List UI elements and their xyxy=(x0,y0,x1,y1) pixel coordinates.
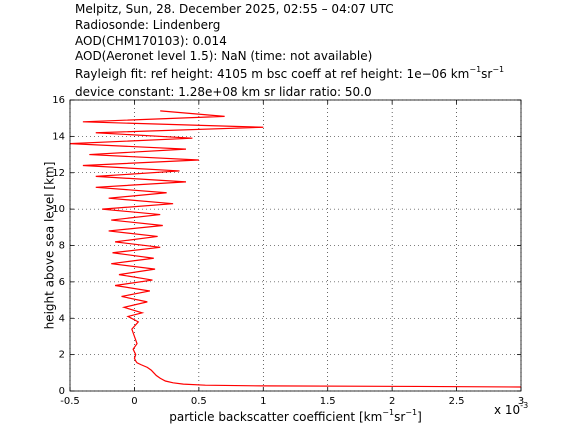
y-tick-label: 12 xyxy=(52,168,65,179)
title-line-part: AOD(CHM170103): 0.014 xyxy=(75,34,227,48)
y-axis-label: height above sea level [km] xyxy=(43,162,57,330)
y-tick-label: 6 xyxy=(59,277,65,288)
x-axis-label-part: −1 xyxy=(405,408,417,417)
profile-line xyxy=(69,110,522,388)
y-tick-label: 16 xyxy=(52,95,65,106)
title-line-part: device constant: 1.28e+08 km sr lidar ra… xyxy=(75,85,372,99)
title-line: Rayleigh fit: ref height: 4105 m bsc coe… xyxy=(75,65,504,81)
title-line: Melpitz, Sun, 28. December 2025, 02:55 –… xyxy=(75,2,394,16)
x-axis-label: particle backscatter coefficient [km−1sr… xyxy=(169,408,422,424)
title-line: AOD(Aeronet level 1.5): NaN (time: not a… xyxy=(75,49,372,63)
x-multiplier: x 10-3 xyxy=(494,401,528,417)
title-line-part: Melpitz, Sun, 28. December 2025, 02:55 –… xyxy=(75,2,394,16)
y-tick-label: 0 xyxy=(59,386,65,397)
x-axis-label-part: −1 xyxy=(382,408,394,417)
title-line: device constant: 1.28e+08 km sr lidar ra… xyxy=(75,85,372,99)
x-tick-label: 3 xyxy=(518,396,524,407)
plot-frame xyxy=(69,99,522,392)
x-tick-label: -0.5 xyxy=(60,396,80,407)
title-line-part: sr xyxy=(481,67,492,81)
x-axis-label-part: particle backscatter coefficient [km xyxy=(169,410,382,424)
x-tick-label: 0 xyxy=(131,396,137,407)
y-tick-label: 4 xyxy=(59,313,65,324)
x-tick-label: 1 xyxy=(260,396,266,407)
title-line-part: −1 xyxy=(492,65,504,74)
x-tick-label: 2.5 xyxy=(449,396,465,407)
title-line-part: −1 xyxy=(469,65,481,74)
title-line-part: Rayleigh fit: ref height: 4105 m bsc coe… xyxy=(75,67,469,81)
x-tick-label: 2 xyxy=(389,396,395,407)
x-multiplier-part: x 10 xyxy=(494,403,520,417)
x-axis-label-part: sr xyxy=(394,410,405,424)
x-tick-label: 0.5 xyxy=(191,396,207,407)
title-line: AOD(CHM170103): 0.014 xyxy=(75,34,227,48)
y-tick-label: 8 xyxy=(59,241,65,252)
y-tick-label: 10 xyxy=(52,204,65,215)
title-line-part: Radiosonde: Lindenberg xyxy=(75,18,220,32)
y-tick-label: 2 xyxy=(59,350,65,361)
x-multiplier-part: -3 xyxy=(520,401,528,410)
x-tick-label: 1.5 xyxy=(320,396,336,407)
y-tick-label: 14 xyxy=(52,131,65,142)
title-line-part: AOD(Aeronet level 1.5): NaN (time: not a… xyxy=(75,49,372,63)
x-axis-label-part: ] xyxy=(417,410,422,424)
title-line: Radiosonde: Lindenberg xyxy=(75,18,220,32)
